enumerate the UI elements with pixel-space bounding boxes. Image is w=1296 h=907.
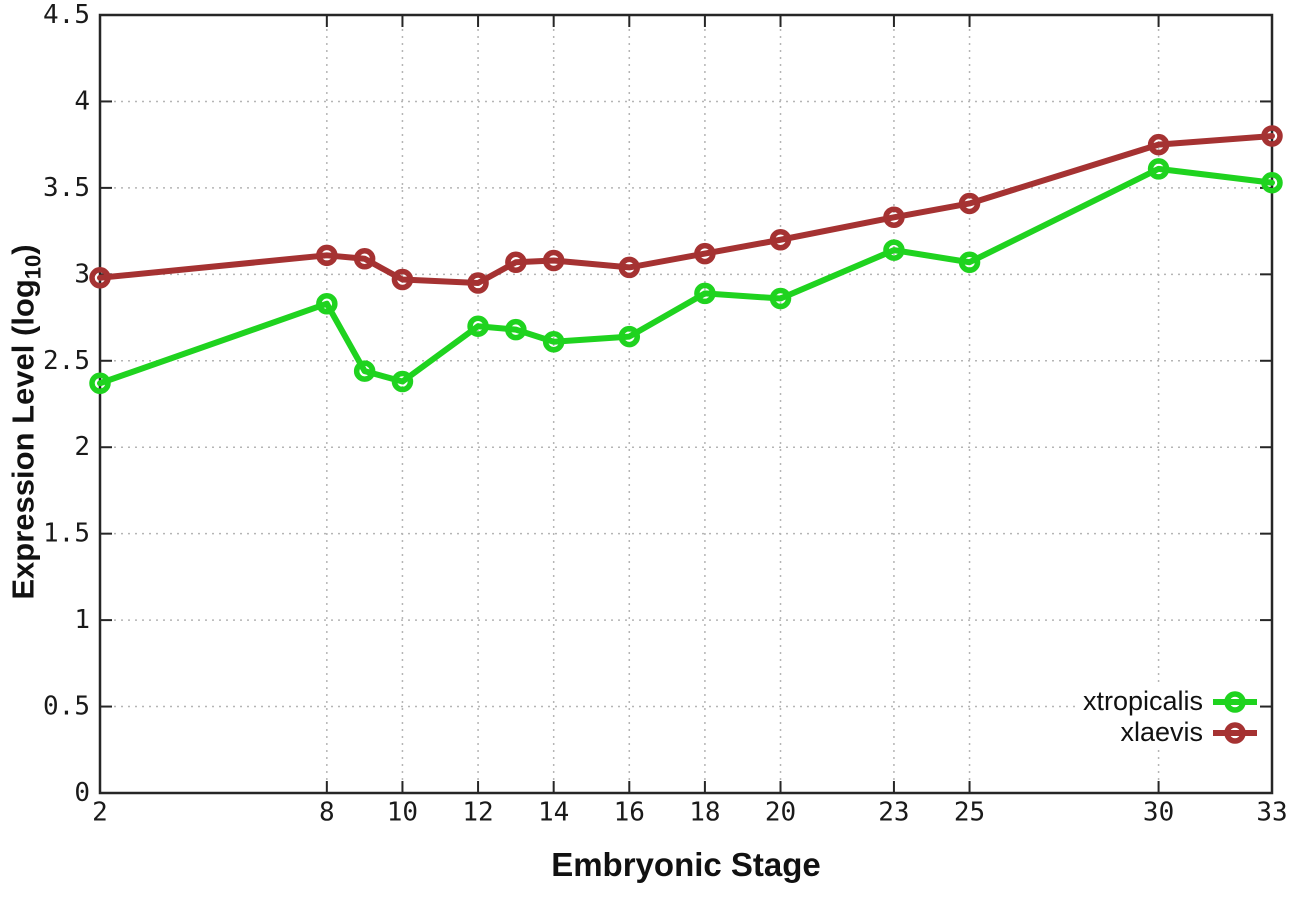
x-tick-label: 25: [954, 797, 985, 827]
x-axis-title: Embryonic Stage: [551, 846, 821, 883]
xtropicalis-data-point-marker: [505, 318, 527, 341]
xlaevis-data-point-marker: [89, 267, 111, 289]
xlaevis-data-point-marker: [542, 249, 565, 272]
xtropicalis-data-point-marker: [89, 372, 111, 395]
y-tick-label: 4.5: [43, 0, 90, 30]
x-tick-label: 12: [462, 797, 493, 827]
x-tick-label: 30: [1143, 797, 1174, 827]
x-tick-label: 2: [92, 797, 108, 827]
y-axis-title: Expression Level (log10): [5, 244, 46, 599]
xlaevis-data-point-marker: [1261, 125, 1283, 147]
y-axis-title-subscript: 10: [20, 254, 46, 280]
x-tick-label: 10: [387, 797, 418, 827]
x-tick-label: 20: [765, 797, 796, 827]
xtropicalis-series-line: [97, 165, 1275, 387]
x-tick-label: 23: [878, 797, 909, 827]
y-tick-label: 3: [74, 259, 90, 289]
xtropicalis-data-point-marker: [769, 287, 792, 310]
y-tick-label: 0: [74, 778, 90, 808]
xtropicalis-data-point-marker: [694, 282, 716, 305]
x-tick-label: 33: [1256, 797, 1287, 827]
legend-item-xtropicalis: xtropicalis: [1083, 686, 1258, 717]
legend-item-xlaevis: xlaevis: [1120, 717, 1258, 748]
x-tick-label: 14: [538, 797, 569, 827]
xtropicalis-marker-icon: [1213, 690, 1257, 713]
xtropicalis-data-point-marker: [883, 239, 905, 261]
x-tick-label: 8: [319, 797, 335, 827]
y-axis-title-suffix: ): [5, 244, 41, 255]
y-tick-label: 3.5: [43, 173, 90, 203]
xtropicalis-data-point-marker: [391, 370, 414, 393]
xlaevis-data-point-marker: [1147, 133, 1170, 156]
y-tick-label: 1.5: [43, 519, 90, 549]
xtropicalis-data-point-marker: [467, 315, 489, 337]
y-tick-label: 4: [74, 86, 90, 116]
xlaevis-data-point-marker: [505, 251, 527, 273]
xtropicalis-data-point-marker: [958, 251, 981, 273]
xlaevis-data-point-marker: [316, 244, 338, 267]
xlaevis-marker-icon: [1213, 721, 1257, 744]
y-tick-label: 1: [74, 605, 90, 635]
xlaevis-series-line: [97, 133, 1275, 286]
xtropicalis-data-point-marker: [1147, 158, 1170, 180]
xlaevis-data-point-marker: [353, 248, 376, 270]
xtropicalis-data-point-marker: [542, 331, 565, 353]
xtropicalis-data-point-marker: [316, 292, 338, 315]
xtropicalis-data-point-marker: [1261, 171, 1283, 194]
legend: xtropicalis xlaevis: [1076, 686, 1258, 748]
xtropicalis-data-point-marker: [353, 360, 376, 382]
y-tick-label: 0.5: [43, 692, 90, 722]
xlaevis-data-point-marker: [769, 229, 792, 251]
xlaevis-data-point-marker: [694, 242, 716, 265]
x-tick-label: 18: [689, 797, 720, 827]
legend-label-xlaevis: xlaevis: [1120, 717, 1203, 747]
xlaevis-data-point-marker: [391, 268, 414, 291]
y-tick-label: 2: [74, 432, 90, 462]
plot-border: [98, 13, 1274, 795]
xlaevis-data-point-marker: [883, 206, 905, 229]
xtropicalis-data-point-marker: [618, 325, 641, 348]
x-tick-label: 16: [614, 797, 645, 827]
y-tick-label: 2.5: [43, 346, 90, 376]
xlaevis-data-point-marker: [618, 256, 641, 279]
y-axis-title-text: Expression Level (log: [5, 279, 41, 600]
xlaevis-data-point-marker: [958, 192, 981, 215]
xlaevis-data-point-marker: [467, 272, 489, 294]
legend-label-xtropicalis: xtropicalis: [1082, 686, 1203, 716]
